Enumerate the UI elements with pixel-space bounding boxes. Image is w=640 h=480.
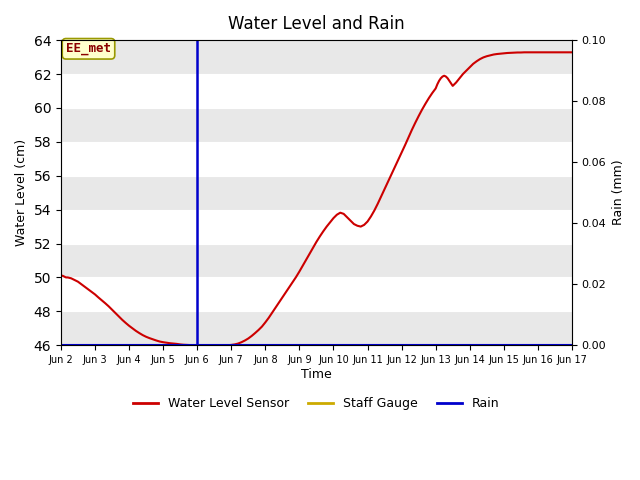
Y-axis label: Rain (mm): Rain (mm) [612,160,625,226]
Bar [61,210,572,243]
Bar [61,312,572,345]
Legend: Water Level Sensor, Staff Gauge, Rain: Water Level Sensor, Staff Gauge, Rain [129,392,504,415]
Bar [61,74,572,108]
Title: Water Level and Rain: Water Level and Rain [228,15,404,33]
Bar [61,243,572,277]
Bar [61,40,572,74]
Bar [61,277,572,312]
Bar [61,142,572,176]
Bar [61,108,572,142]
Text: EE_met: EE_met [66,42,111,55]
Bar [61,176,572,210]
X-axis label: Time: Time [301,368,332,381]
Y-axis label: Water Level (cm): Water Level (cm) [15,139,28,246]
